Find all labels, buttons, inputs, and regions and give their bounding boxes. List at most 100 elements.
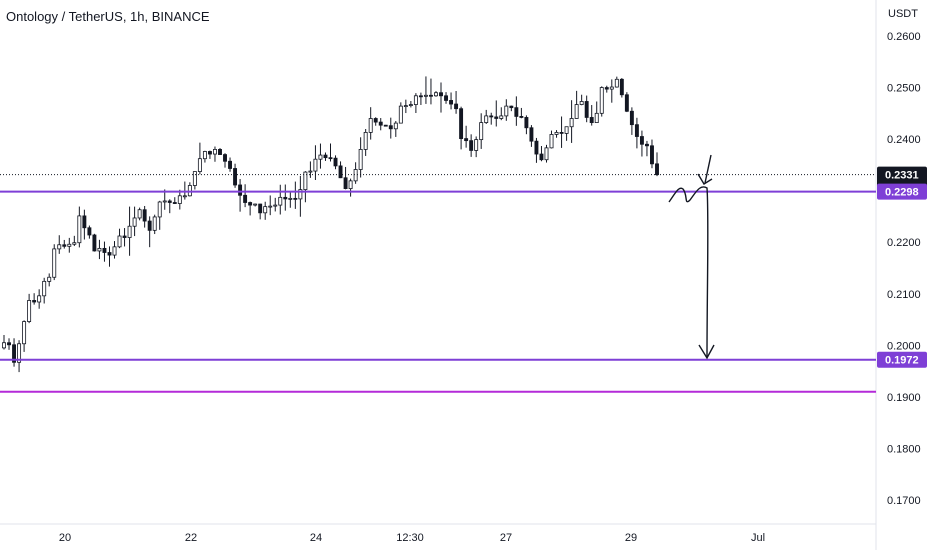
candle-down [373, 118, 378, 123]
candle-down [509, 105, 514, 109]
candle-up [187, 185, 192, 197]
candle-down [333, 157, 338, 167]
candle-down [534, 140, 539, 155]
candle-down [328, 157, 333, 160]
candle-down [449, 100, 454, 105]
candle-down [629, 110, 634, 126]
candle-up [423, 94, 428, 97]
y-tick-label: 0.1900 [887, 392, 921, 404]
candle-down [650, 145, 654, 165]
candle-down [167, 200, 172, 203]
price-axis[interactable]: USDT0.26000.25000.24000.23000.22000.2100… [877, 8, 927, 507]
candle-up [363, 131, 368, 150]
candle-down [107, 252, 112, 256]
candle-down [639, 136, 644, 145]
candle-up [348, 180, 353, 189]
arrow-head-down [698, 344, 715, 360]
candle-up [434, 92, 438, 97]
zigzag-arrow-stroke [668, 186, 709, 358]
candle-down [283, 196, 288, 200]
candle-up [57, 244, 62, 250]
candle-down [238, 184, 243, 196]
candle-down [624, 94, 629, 112]
level-tag [877, 351, 927, 368]
y-tick-label: 0.1700 [887, 495, 921, 507]
candle-down [87, 227, 92, 236]
candle-up [408, 104, 413, 106]
candle-up [288, 197, 293, 200]
candle-up [2, 342, 6, 349]
x-tick-label: 12:30 [396, 532, 424, 544]
x-tick-label: 22 [185, 532, 197, 544]
x-tick-label: Jul [751, 532, 765, 544]
candle-up [72, 242, 77, 245]
candle-up [413, 95, 418, 105]
candle-up [253, 203, 258, 206]
candle-up [594, 112, 599, 124]
candle-down [464, 138, 469, 142]
candle-down [338, 165, 343, 179]
currency-label: USDT [888, 8, 918, 20]
candle-down [529, 127, 534, 142]
candle-down [539, 153, 544, 161]
candle-down [634, 124, 639, 137]
candle-up [554, 131, 559, 135]
candle-up [213, 149, 217, 155]
candle-down [519, 116, 524, 118]
candle-down [383, 124, 388, 127]
candle-down [223, 154, 227, 162]
candle-up [499, 115, 504, 119]
candle-up [263, 206, 268, 214]
candle-up [157, 201, 162, 218]
y-tick-label: 0.2200 [887, 237, 921, 249]
candle-up [298, 189, 303, 200]
candle-up [182, 195, 187, 198]
y-tick-label: 0.1800 [887, 443, 921, 455]
arrow-head-top [697, 154, 713, 185]
candle-down [7, 342, 11, 346]
candle-up [132, 217, 137, 227]
chart-title: Ontology / TetherUS, 1h, BINANCE [6, 9, 210, 24]
candle-up [308, 170, 313, 173]
time-axis[interactable]: 20 22 24 12:30 27 29 Jul [59, 532, 765, 544]
candle-down [102, 247, 107, 253]
y-tick-label: 0.2400 [887, 134, 921, 146]
candle-up [27, 300, 32, 322]
candle-down [489, 115, 494, 118]
candle-down [655, 163, 659, 176]
candle-up [474, 139, 479, 151]
y-tick-label: 0.2500 [887, 83, 921, 95]
x-tick-label: 20 [59, 532, 71, 544]
candle-up [544, 147, 549, 161]
candle-down [243, 194, 248, 203]
candle-down [293, 197, 298, 200]
x-tick-label: 24 [310, 532, 322, 544]
y-tick-label: 0.2000 [887, 340, 921, 352]
candle-up [37, 295, 42, 303]
candle-up [47, 276, 52, 282]
candle-down [82, 215, 87, 229]
candle-down [218, 149, 222, 155]
candle-down [343, 177, 348, 189]
candle-up [278, 196, 283, 206]
candle-up [177, 195, 182, 204]
candle-down [122, 235, 127, 238]
candle-down [584, 101, 589, 118]
level-tag [877, 183, 927, 200]
level-value: 0.2298 [885, 187, 919, 199]
candle-down [378, 121, 383, 126]
candle-up [202, 151, 207, 160]
candle-up [22, 321, 27, 345]
candle-down [228, 160, 232, 169]
candle-up [77, 215, 82, 244]
candle-up [358, 149, 363, 170]
candle-down [323, 154, 328, 159]
candle-up [112, 246, 117, 256]
level-value: 0.1972 [885, 355, 919, 367]
candle-down [147, 220, 152, 231]
projection-drawing [668, 154, 715, 360]
x-tick-label: 27 [500, 532, 512, 544]
candle-up [569, 118, 574, 128]
candlestick-series [2, 76, 659, 373]
